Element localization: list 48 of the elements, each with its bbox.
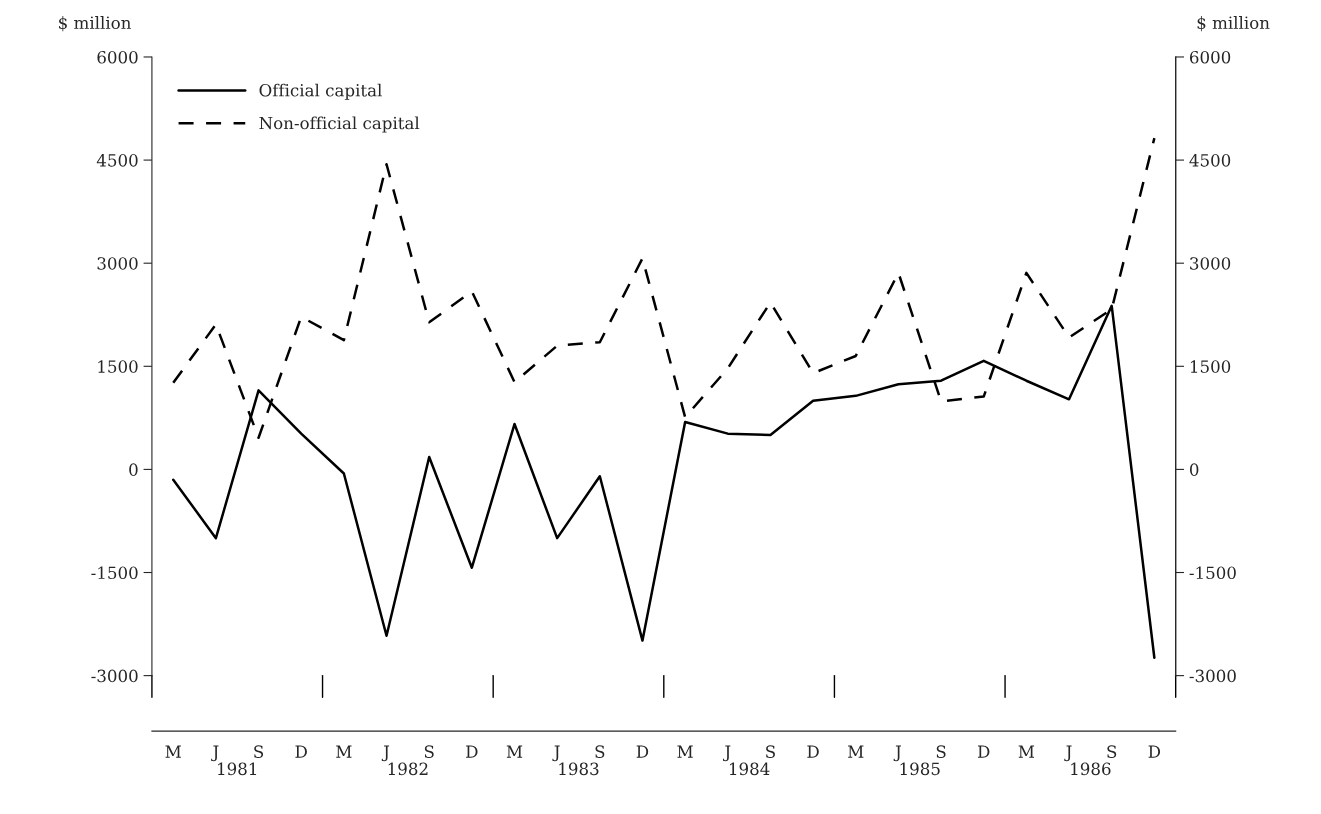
text: 1981 [218,762,257,776]
text: 1984 [729,762,770,776]
x-tick-label: M [1018,745,1035,758]
x-tick-label: M [677,745,693,758]
x-tick-label: D [807,745,819,758]
x-tick-label: M [506,745,523,758]
legend-label: Official capital [259,83,382,100]
x-tick-label: D [636,745,649,758]
x-tick-label: S [1107,745,1117,758]
y-tick-label: 3000 [97,257,138,270]
x-tick-label: S [595,745,605,758]
x-tick-label: D [466,745,478,758]
x-tick-label: M [336,745,352,758]
y2-tick-label: -3000 [1189,669,1236,683]
x-tick-label: D [295,745,307,758]
y2-tick-label: 4500 [1189,154,1231,167]
x-tick-label: J [381,745,390,762]
y2-tick-label: 6000 [1190,50,1231,64]
x-tick-label: J [1064,745,1072,762]
y-tick-label: 6000 [97,50,138,64]
y-axis-title: $ million [59,16,131,32]
x-tick-label: J [893,745,901,762]
x-tick-label: M [165,745,181,758]
x-tick-label: D [1148,745,1161,758]
y-tick-label: 0 [129,463,138,476]
x-tick-label: J [552,745,560,762]
x-tick-label: D [977,745,990,758]
y2-tick-label: 3000 [1190,257,1231,270]
y-tick-label: 1500 [98,360,138,373]
x-tick-label: S [254,745,264,758]
y2-tick-label: 1500 [1190,360,1231,373]
y2-tick-label: 0 [1189,463,1199,476]
y2-tick-label: -1500 [1189,566,1236,580]
x-tick-label: M [848,745,864,758]
y-tick-label: -3000 [91,669,138,683]
text: 1986 [1071,762,1111,776]
y2-axis-title: $ million [1197,16,1270,32]
text: 1983 [559,762,599,776]
x-tick-label: S [936,745,946,758]
text: 1985 [900,762,940,776]
y-tick-label: 4500 [96,154,138,167]
x-tick-label: S [424,745,434,758]
x-tick-label: J [211,745,219,762]
x-tick-label: S [766,745,775,758]
legend-label: Non-official capital [259,116,420,133]
x-tick-label: J [723,745,731,762]
text: 1982 [388,762,428,776]
y-tick-label: -1500 [91,566,138,580]
